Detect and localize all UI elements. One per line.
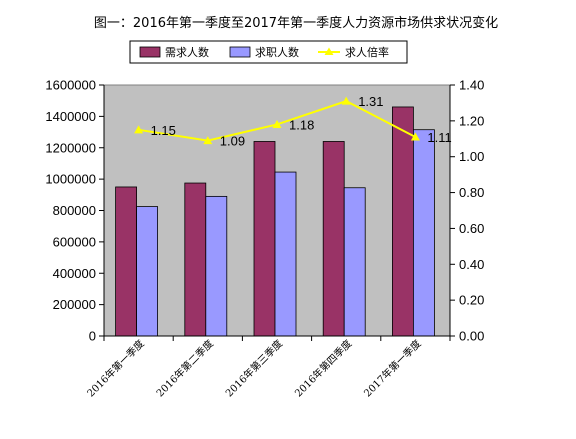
ratio-data-label: 1.31 bbox=[358, 94, 383, 109]
bar-seekers bbox=[412, 129, 435, 337]
ratio-data-label: 1.11 bbox=[427, 130, 451, 145]
left-tick-label: 800000 bbox=[53, 203, 96, 218]
ratio-data-label: 1.15 bbox=[151, 123, 176, 138]
right-tick-label: 0.80 bbox=[459, 185, 484, 200]
bar-demand bbox=[391, 106, 414, 337]
right-tick-label: 1.40 bbox=[459, 78, 484, 93]
chart-title: 图一：2016年第一季度至2017年第一季度人力资源市场供求状况变化 bbox=[94, 15, 498, 31]
legend-swatch-seekers bbox=[229, 46, 251, 58]
ratio-marker bbox=[272, 119, 282, 128]
right-tick-label: 1.20 bbox=[459, 113, 484, 128]
bar-layer bbox=[115, 106, 435, 337]
bar-seekers bbox=[274, 171, 297, 337]
x-category-label: 2016年第四季度 bbox=[292, 337, 355, 400]
legend-marker-ratio bbox=[324, 47, 334, 55]
left-tick-label: 600000 bbox=[53, 234, 96, 249]
x-category-label: 2017年第一季度 bbox=[361, 337, 424, 400]
left-tick-label: 400000 bbox=[53, 266, 96, 281]
ratio-marker bbox=[341, 96, 351, 105]
ratio-line-layer: 1.15 1.09 1.18 1.31 1.11 bbox=[134, 94, 452, 149]
bar-seekers bbox=[343, 187, 366, 337]
ratio-marker bbox=[410, 132, 420, 141]
right-axis: 0.00 0.20 0.40 0.60 0.80 1.00 1.20 1.40 bbox=[449, 78, 484, 344]
legend-label-seekers: 求职人数 bbox=[255, 46, 299, 59]
left-tick-label: 200000 bbox=[53, 297, 96, 312]
x-category-label: 2016年第三季度 bbox=[223, 337, 286, 400]
ratio-data-label: 1.18 bbox=[289, 117, 314, 132]
left-axis: 0 200000 400000 600000 800000 1000000 1200000 1… bbox=[45, 78, 105, 344]
bar-demand bbox=[184, 182, 207, 337]
legend-box bbox=[129, 40, 408, 64]
bar-demand bbox=[253, 141, 276, 337]
right-tick-label: 0.00 bbox=[459, 329, 484, 344]
right-tick-label: 1.00 bbox=[459, 149, 484, 164]
ratio-data-label: 1.09 bbox=[220, 134, 245, 149]
right-tick-label: 0.40 bbox=[459, 257, 484, 272]
legend-label-ratio: 求人倍率 bbox=[345, 45, 389, 59]
left-tick-label: 1200000 bbox=[45, 140, 96, 155]
ratio-marker bbox=[134, 125, 144, 134]
x-category-label: 2016年第二季度 bbox=[153, 337, 216, 400]
ratio-marker bbox=[203, 136, 213, 145]
right-tick-label: 0.60 bbox=[459, 221, 484, 236]
x-category-label: 2016年第一季度 bbox=[84, 337, 147, 400]
left-tick-label: 1000000 bbox=[45, 172, 96, 187]
bar-demand bbox=[322, 141, 345, 337]
bar-seekers bbox=[136, 206, 159, 337]
legend-swatch-demand bbox=[139, 46, 161, 58]
left-tick-label: 0 bbox=[89, 329, 96, 344]
legend-label-demand: 需求人数 bbox=[165, 46, 209, 59]
right-tick-label: 0.20 bbox=[459, 293, 484, 308]
left-tick-label: 1400000 bbox=[45, 109, 96, 124]
bar-demand bbox=[115, 186, 137, 337]
bar-seekers bbox=[205, 195, 228, 337]
legend: 需求人数 求职人数 求人倍率 bbox=[129, 40, 408, 64]
x-axis: 2016年第一季度 2016年第二季度 2016年第三季度 2016年第四季度 2017… bbox=[84, 335, 451, 400]
left-tick-label: 1600000 bbox=[45, 78, 96, 93]
